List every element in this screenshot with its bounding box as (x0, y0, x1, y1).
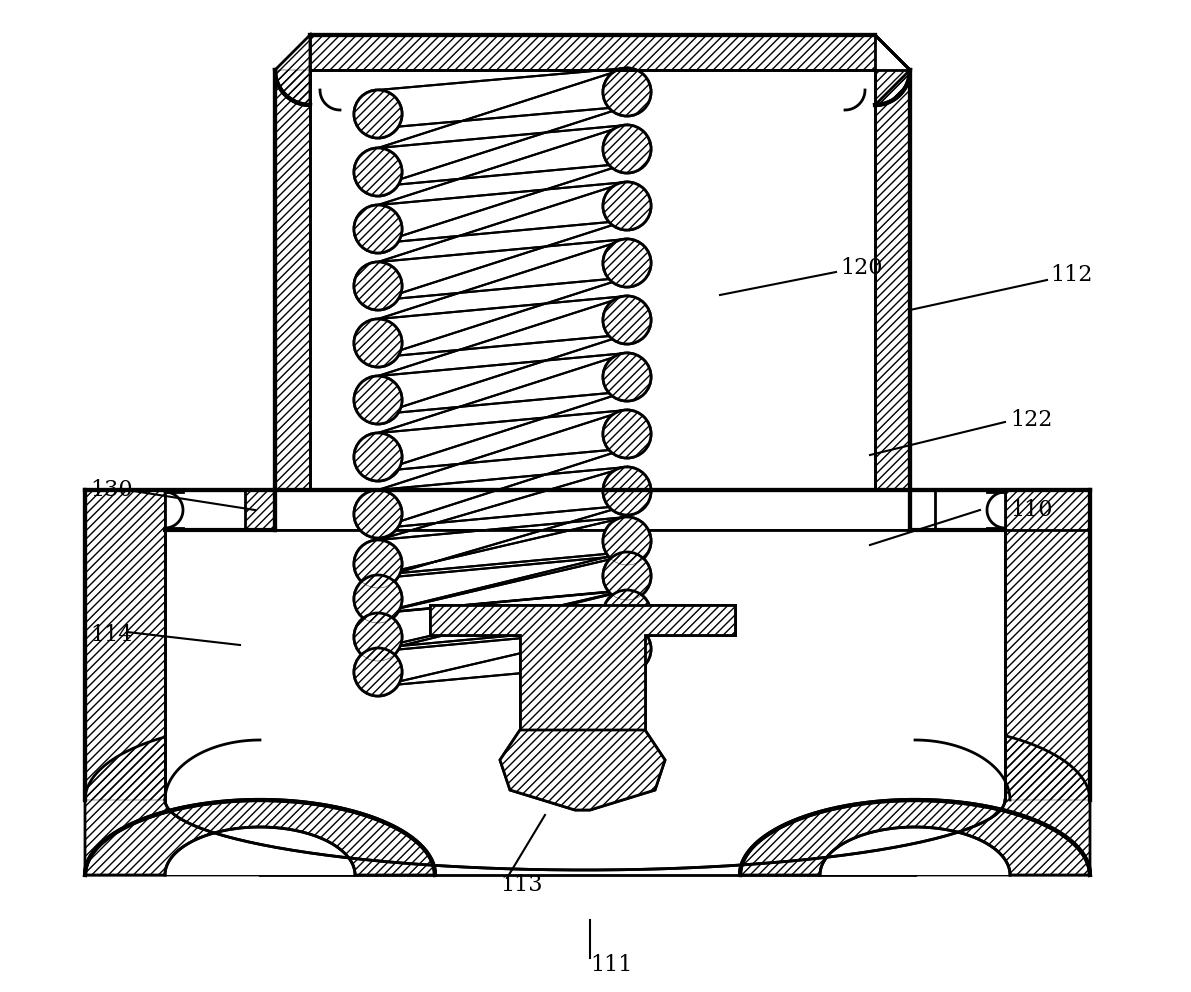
Polygon shape (910, 490, 1090, 530)
Circle shape (603, 467, 651, 515)
Circle shape (354, 262, 403, 310)
Polygon shape (166, 530, 1005, 875)
Polygon shape (85, 490, 166, 800)
Circle shape (603, 68, 651, 116)
Circle shape (354, 205, 403, 253)
Polygon shape (430, 605, 735, 730)
Circle shape (603, 353, 651, 401)
Circle shape (603, 410, 651, 458)
Circle shape (603, 410, 651, 458)
Circle shape (603, 239, 651, 287)
Polygon shape (1005, 490, 1090, 800)
Circle shape (603, 296, 651, 344)
Circle shape (354, 575, 403, 623)
Polygon shape (85, 725, 260, 875)
Polygon shape (310, 35, 875, 70)
Circle shape (354, 540, 403, 588)
Polygon shape (935, 490, 1005, 530)
Circle shape (603, 353, 651, 401)
Circle shape (354, 575, 403, 623)
Circle shape (354, 613, 403, 661)
Circle shape (603, 552, 651, 600)
Circle shape (603, 552, 651, 600)
Circle shape (354, 90, 403, 138)
Circle shape (354, 433, 403, 481)
Circle shape (354, 490, 403, 538)
Circle shape (354, 376, 403, 424)
Circle shape (603, 625, 651, 673)
Polygon shape (85, 490, 275, 530)
Circle shape (603, 467, 651, 515)
Circle shape (354, 376, 403, 424)
Circle shape (354, 648, 403, 696)
Polygon shape (166, 827, 355, 875)
Circle shape (354, 648, 403, 696)
Circle shape (603, 296, 651, 344)
Circle shape (354, 613, 403, 661)
Circle shape (603, 125, 651, 173)
Circle shape (354, 433, 403, 481)
Circle shape (603, 590, 651, 638)
Circle shape (603, 625, 651, 673)
Polygon shape (85, 801, 435, 875)
Circle shape (354, 262, 403, 310)
Polygon shape (875, 70, 910, 490)
Circle shape (603, 239, 651, 287)
Circle shape (354, 90, 403, 138)
Circle shape (603, 182, 651, 230)
Polygon shape (310, 70, 875, 490)
Polygon shape (310, 70, 875, 490)
Circle shape (603, 517, 651, 565)
Circle shape (603, 68, 651, 116)
Circle shape (354, 319, 403, 367)
Polygon shape (740, 801, 1090, 875)
Polygon shape (500, 730, 665, 810)
Circle shape (354, 205, 403, 253)
Circle shape (354, 540, 403, 588)
Polygon shape (875, 35, 910, 105)
Text: 114: 114 (91, 624, 132, 646)
Circle shape (603, 590, 651, 638)
Circle shape (603, 517, 651, 565)
Text: 111: 111 (590, 954, 632, 976)
Text: 130: 130 (91, 479, 132, 501)
Text: 122: 122 (1010, 409, 1053, 431)
Circle shape (603, 125, 651, 173)
Polygon shape (915, 725, 1090, 875)
Text: 120: 120 (840, 257, 883, 279)
Text: 113: 113 (500, 874, 542, 896)
Circle shape (354, 148, 403, 196)
Circle shape (354, 319, 403, 367)
Polygon shape (819, 827, 1010, 875)
Polygon shape (166, 490, 245, 530)
Polygon shape (166, 530, 1005, 870)
Text: 112: 112 (1050, 264, 1092, 286)
Circle shape (603, 182, 651, 230)
Polygon shape (430, 605, 735, 730)
Polygon shape (275, 70, 310, 490)
Text: 110: 110 (1010, 499, 1053, 521)
Circle shape (354, 490, 403, 538)
Polygon shape (500, 730, 665, 810)
Circle shape (354, 148, 403, 196)
Polygon shape (275, 35, 310, 105)
